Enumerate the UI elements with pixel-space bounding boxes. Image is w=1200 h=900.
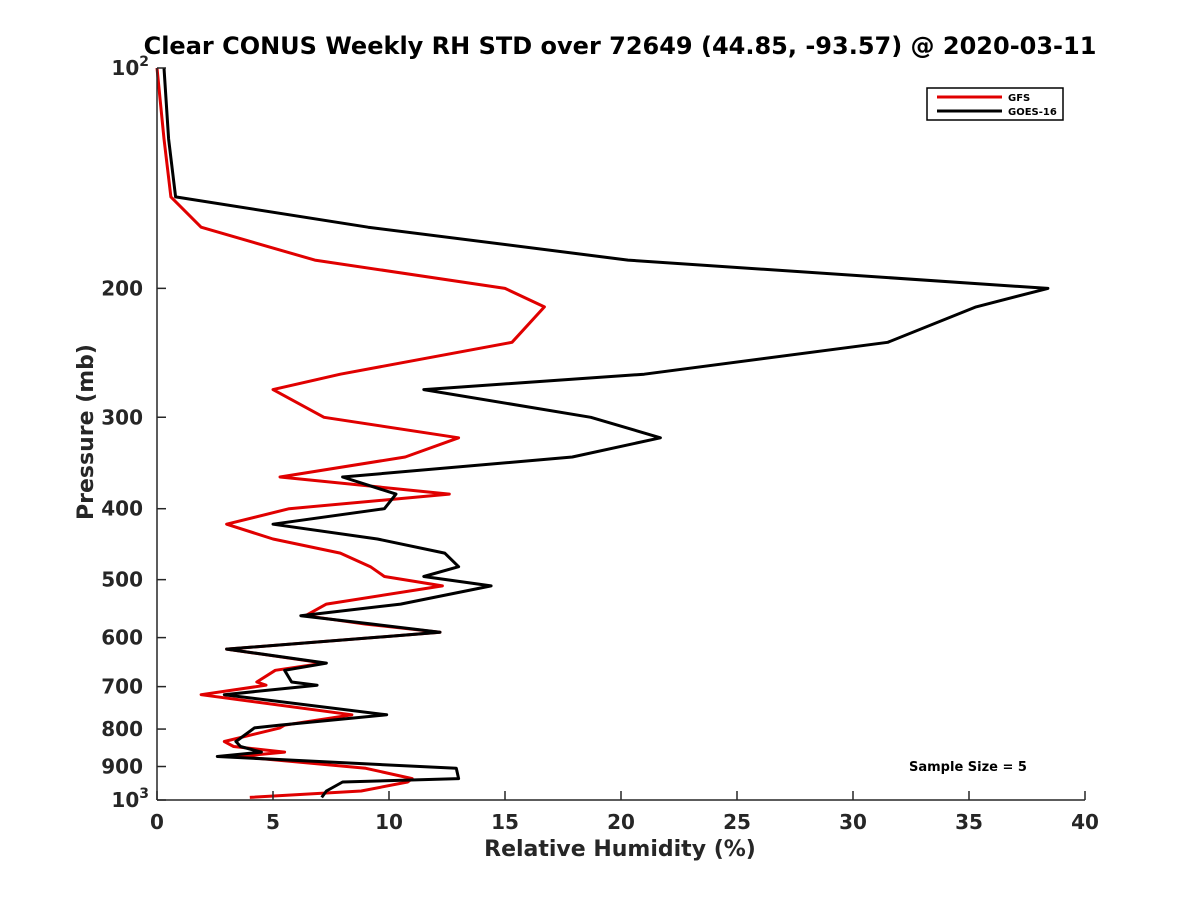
chart-title: Clear CONUS Weekly RH STD over 72649 (44… [144,32,1097,60]
y-tick-label: 800 [101,717,143,741]
y-tick-label: 200 [101,276,143,300]
x-axis-label: Relative Humidity (%) [484,837,756,862]
legend: GFS GOES-16 [926,87,1064,121]
legend-box [926,87,1064,121]
y-tick-label: 103 [111,786,149,812]
y-axis-label: Pressure (mb) [74,344,99,520]
y-tick-label: 900 [101,755,143,779]
y-tick-label: 700 [101,675,143,699]
x-tick-label: 30 [839,810,867,834]
ticks-layer: 0 5 10 15 20 25 30 35 40 102 200 300 400 500 600 700 800… [101,54,1099,834]
x-tick-label: 10 [375,810,403,834]
x-tick-label: 20 [607,810,635,834]
x-tick-label: 15 [491,810,519,834]
y-tick-label: 500 [101,568,143,592]
x-tick-label: 40 [1071,810,1099,834]
y-tick-label: 600 [101,626,143,650]
x-tick-label: 35 [955,810,983,834]
y-tick-label: 300 [101,405,143,429]
x-tick-label: 5 [266,810,280,834]
y-tick-label: 102 [111,54,149,80]
y-tick-label: 400 [101,497,143,521]
series-layer [155,67,1050,799]
x-tick-label: 25 [723,810,751,834]
x-tick-label: 0 [150,810,164,834]
legend-entry: GFS [1008,93,1030,104]
sample-size-annotation: Sample Size = 5 [909,760,1027,775]
axes-layer [156,68,1085,801]
series-line-gfs [155,67,546,799]
series-line-goes-16 [162,67,1050,799]
legend-entry: GOES-16 [1008,107,1057,118]
